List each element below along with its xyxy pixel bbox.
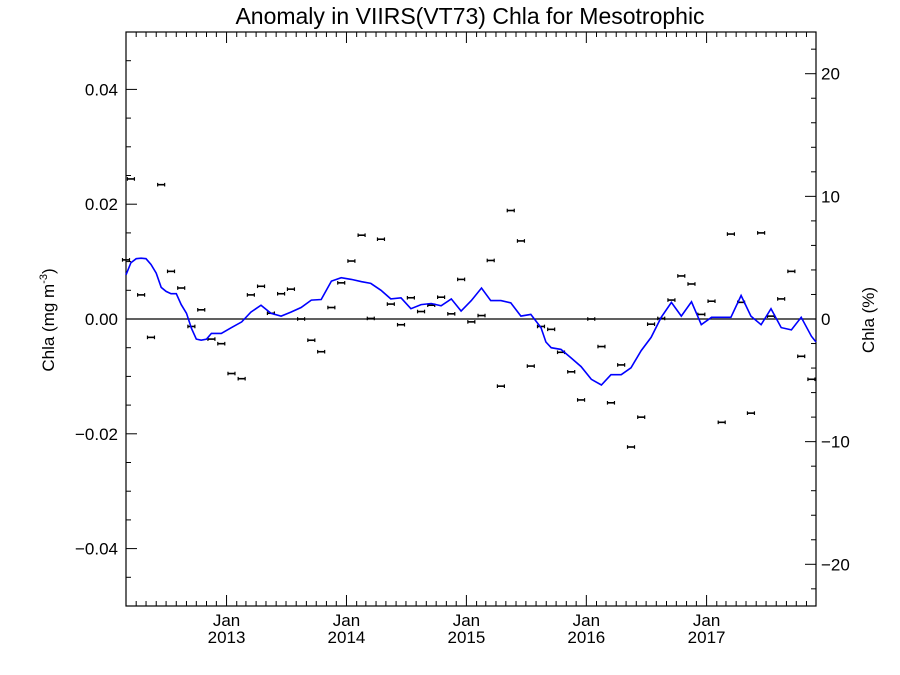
- y-tick-label-right: 10: [821, 187, 840, 206]
- errorbar-point: [526, 364, 535, 368]
- y-tick-label-right: −10: [821, 433, 850, 452]
- errorbar-point: [516, 239, 526, 243]
- errorbar-point: [787, 269, 796, 274]
- x-tick-label-year: 2015: [447, 628, 485, 647]
- x-tick-label-month: Jan: [333, 611, 360, 630]
- errorbar-point: [667, 298, 676, 302]
- errorbar-point: [486, 258, 495, 263]
- y-tick-labels-right: 20 10 0 −10 −20: [821, 65, 850, 575]
- errorbar-point: [496, 384, 505, 388]
- y-axis-label-left: Chla (mg m-3): [38, 268, 58, 371]
- errorbar-point: [587, 317, 596, 321]
- tick-marks: [125, 31, 816, 607]
- errorbar-point: [437, 295, 446, 299]
- x-tick-label-month: Jan: [453, 611, 480, 630]
- blue-anomaly-line: [125, 257, 817, 387]
- errorbar-point: [276, 291, 286, 296]
- errorbar-point: [237, 376, 246, 381]
- errorbar-point: [217, 341, 226, 346]
- errorbar-point: [256, 284, 266, 289]
- errorbar-point: [797, 354, 806, 359]
- y-tick-label-left: 0.04: [85, 80, 118, 99]
- errorbar-point: [197, 308, 206, 312]
- errorbar-point: [726, 232, 736, 236]
- errorbar-point: [697, 312, 706, 317]
- errorbar-point: [177, 286, 186, 290]
- errorbar-point: [617, 363, 626, 367]
- errorbar-point: [646, 322, 656, 326]
- errorbar-point: [757, 231, 766, 235]
- errorbar-point: [327, 305, 336, 310]
- errorbar-point: [807, 377, 816, 382]
- errorbar-point: [606, 401, 616, 405]
- y-tick-labels-left: 0.04 0.02 0.00 −0.02 −0.04: [75, 80, 118, 558]
- x-tick-label-month: Jan: [573, 611, 600, 630]
- x-tick-label-year: 2016: [567, 628, 605, 647]
- errorbar-point: [717, 420, 726, 425]
- errorbar-point: [376, 237, 386, 242]
- errorbar-point: [121, 258, 131, 262]
- x-tick-label-month: Jan: [693, 611, 720, 630]
- errorbar-point: [166, 269, 176, 274]
- errorbar-point: [207, 337, 216, 341]
- errorbar-series: [121, 177, 816, 449]
- errorbar-point: [137, 293, 146, 297]
- errorbar-point: [126, 177, 136, 181]
- errorbar-point: [567, 370, 576, 374]
- y-tick-label-left: 0.02: [85, 195, 118, 214]
- errorbar-point: [386, 302, 395, 306]
- errorbar-point: [677, 274, 686, 278]
- errorbar-point: [297, 317, 306, 321]
- errorbar-point: [146, 335, 156, 340]
- errorbar-point: [626, 445, 636, 449]
- errorbar-point: [347, 259, 356, 263]
- y-tick-label-right: 0: [821, 310, 830, 329]
- x-tick-label-year: 2017: [688, 628, 726, 647]
- errorbar-point: [406, 295, 415, 300]
- errorbar-point: [357, 233, 366, 237]
- x-tick-label-year: 2013: [208, 628, 246, 647]
- errorbar-point: [597, 344, 606, 349]
- errorbar-point: [707, 299, 716, 304]
- errorbar-point: [157, 182, 166, 187]
- errorbar-point: [547, 327, 556, 332]
- errorbar-point: [506, 208, 515, 213]
- errorbar-point: [457, 277, 466, 282]
- errorbar-point: [447, 312, 456, 316]
- errorbar-point: [366, 316, 375, 321]
- y-tick-label-left: 0.00: [85, 310, 118, 329]
- errorbar-point: [307, 338, 316, 343]
- errorbar-point: [687, 282, 696, 286]
- errorbar-point: [286, 287, 296, 291]
- errorbar-point: [227, 371, 236, 376]
- errorbar-point: [477, 313, 486, 318]
- chart-title: Anomaly in VIIRS(VT73) Chla for Mesotrop…: [235, 3, 704, 29]
- x-tick-label-month: Jan: [213, 611, 240, 630]
- errorbar-point: [576, 398, 586, 402]
- errorbar-point: [416, 309, 426, 314]
- y-tick-label-right: 20: [821, 65, 840, 84]
- errorbar-point: [337, 281, 346, 285]
- y-tick-label-right: −20: [821, 555, 850, 574]
- errorbar-point: [246, 293, 255, 297]
- y-axis-label-right: Chla (%): [859, 287, 878, 353]
- errorbar-point: [777, 297, 786, 301]
- x-tick-label-year: 2014: [328, 628, 366, 647]
- y-tick-label-left: −0.04: [75, 540, 118, 559]
- errorbar-point: [467, 320, 476, 324]
- errorbar-point: [396, 322, 406, 327]
- errorbar-point: [637, 415, 646, 419]
- errorbar-point: [317, 349, 326, 354]
- y-tick-label-left: −0.02: [75, 425, 118, 444]
- errorbar-point: [746, 411, 756, 415]
